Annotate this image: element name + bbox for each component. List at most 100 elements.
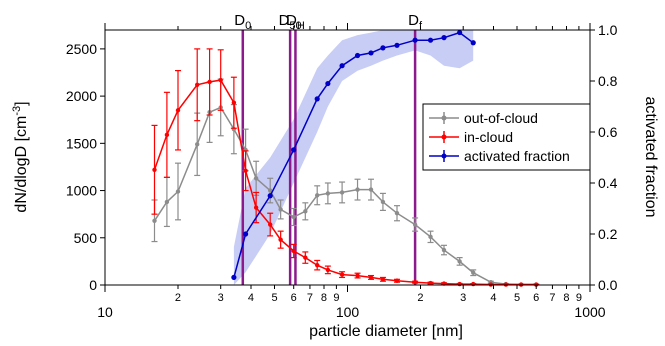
activated-fraction-point [354,52,361,59]
out-of-cloud-point [303,209,308,214]
x-minor-tick-label: 6 [533,292,539,304]
svg-text:activated fraction: activated fraction [464,148,570,164]
in-cloud-point [195,82,200,87]
in-cloud-point [428,280,433,286]
in-cloud-point [380,277,386,282]
out-of-cloud-point [339,190,345,195]
out-of-cloud-point [441,247,447,253]
y-left-tick-label: 0 [89,277,97,293]
in-cloud-point [394,278,400,283]
activated-fraction-point [394,42,400,48]
x-minor-tick-label: 3 [460,292,466,304]
in-cloud-point [278,237,283,242]
in-cloud-point [471,281,476,287]
out-of-cloud-point [291,214,296,220]
in-cloud-point [291,248,296,254]
y-left-tick-label: 1500 [66,135,97,151]
x-minor-tick-label: 8 [563,292,569,304]
out-of-cloud-point [278,207,283,212]
out-of-cloud-point [368,187,374,192]
x-minor-tick-label: 3 [218,292,224,304]
activated-fraction-uncertainty-band [233,30,474,285]
x-minor-tick-label: 4 [248,292,254,304]
in-cloud-point [218,77,223,83]
activated-fraction-point [314,96,320,102]
in-cloud-point [164,132,170,138]
activated-fraction-point [231,274,237,280]
y-left-tick-label: 500 [74,230,98,246]
legend-entry-out-of-cloud: out-of-cloud [429,110,538,126]
in-cloud-point [303,255,308,260]
out-of-cloud-point [325,191,331,196]
x-minor-tick-label: 2 [175,292,181,304]
in-cloud-point [339,272,345,277]
x-major-tick-label: 1000 [574,304,605,320]
marker-label-DH: DH [286,12,305,32]
activated-fraction-point [412,37,418,43]
activated-fraction-line [233,31,474,278]
in-cloud-point [152,167,157,172]
x-major-tick-label: 10 [97,304,113,320]
in-cloud-point [175,108,181,113]
out-of-cloud-point [152,218,157,223]
y-right-tick-label: 0.4 [598,175,618,191]
out-of-cloud-point [355,187,360,192]
out-of-cloud-point [428,234,433,240]
x-minor-tick-label: 7 [549,292,555,304]
activated-fraction-point [441,35,447,41]
legend-entry-activated-fraction: activated fraction [429,148,570,164]
out-of-cloud-point [380,199,386,205]
out-of-cloud-point [471,270,476,275]
x-minor-tick-label: 5 [271,292,277,304]
in-cloud-point [268,222,273,227]
x-axis-title: particle diameter [nm] [309,323,463,340]
marker-label-D50: D50 [279,12,302,32]
out-of-cloud-point [457,259,462,264]
in-cloud-series [151,48,540,287]
y-axis-right-title: activated fraction [642,97,659,218]
in-cloud-point [207,79,212,85]
out-of-cloud-point [394,211,400,216]
activated-fraction-point [325,80,331,87]
in-cloud-point [412,279,418,285]
in-cloud-point [315,262,320,268]
activated-fraction-point [427,37,434,43]
activated-fraction-point [291,147,297,153]
activated-fraction-point [368,50,374,56]
out-of-cloud-point [164,199,170,205]
activated-fraction-point [339,63,345,69]
x-minor-tick-label: 8 [321,292,327,304]
y-axis-left-title: dN/dlogD [cm-3] [11,101,30,212]
x-minor-tick-label: 7 [307,292,313,304]
x-minor-tick-label: 9 [333,292,339,304]
in-cloud-point [243,168,248,173]
activated-fraction-band [233,30,474,285]
in-cloud-point [368,275,374,280]
x-minor-tick-label: 4 [490,292,496,304]
in-cloud-point [231,100,237,105]
marker-label-D0: D0 [234,12,251,32]
x-minor-tick-label: 9 [576,292,582,304]
x-minor-tick-label: 5 [514,292,520,304]
activated-fraction-point [457,29,463,36]
x-minor-tick-label: 2 [417,292,423,304]
marker-label-Df: Df [408,12,423,32]
y-left-tick-label: 2500 [66,41,97,57]
y-right-tick-label: 0.2 [598,226,618,242]
y-right-tick-label: 0.6 [598,124,618,140]
in-cloud-point [457,281,462,287]
activated-fraction-series [231,29,476,280]
out-of-cloud-point [253,176,259,181]
activated-fraction-point [267,193,273,199]
svg-text:in-cloud: in-cloud [464,129,513,145]
x-major-tick-label: 100 [336,304,360,320]
in-cloud-point [355,273,360,278]
out-of-cloud-point [175,189,181,194]
out-of-cloud-point [412,222,418,227]
activated-fraction-point [380,45,386,51]
y-right-tick-label: 0.8 [598,73,618,89]
in-cloud-point [253,205,259,210]
